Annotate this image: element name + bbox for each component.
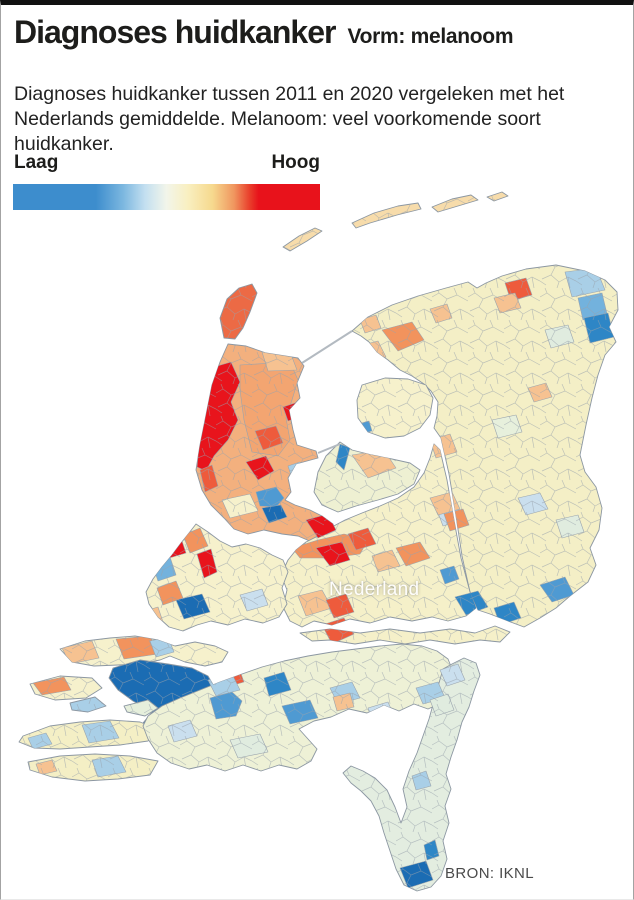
map-municipality-patch: [345, 717, 367, 736]
source-attribution: BRON: IKNL: [445, 865, 535, 882]
legend-gradient-bar: [13, 184, 320, 210]
map-municipality-patch: [372, 865, 386, 885]
legend-low-label: Laag: [14, 152, 59, 173]
map-municipality-patch: [377, 754, 400, 776]
legend-high-label: Hoog: [271, 152, 320, 173]
municipality-borders-texture: [19, 192, 618, 891]
header: Diagnoses huidkanker Vorm: melanoom: [14, 16, 614, 49]
map-country-label: Nederland: [329, 579, 420, 600]
map-dike-houtribdijk: [317, 443, 341, 454]
page-title: Diagnoses huidkanker: [14, 14, 336, 50]
legend-labels: Laag Hoog: [14, 152, 320, 174]
map-dike-afsluitdijk: [301, 330, 353, 364]
description-text: Diagnoses huidkanker tussen 2011 en 2020…: [14, 82, 565, 156]
page-subtitle: Vorm: melanoom: [347, 25, 514, 48]
